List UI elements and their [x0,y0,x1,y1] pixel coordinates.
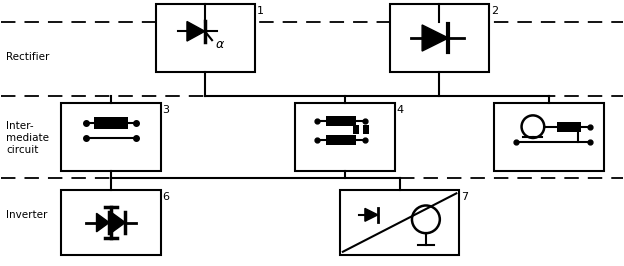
Bar [94,117,128,129]
Bar [340,190,459,255]
Bar [494,103,603,171]
Text: 2: 2 [491,6,499,16]
Bar [61,190,160,255]
Bar [295,103,394,171]
Text: 7: 7 [461,192,469,202]
Bar [156,4,255,72]
Text: Inverter: Inverter [6,210,48,220]
Polygon shape [365,208,378,221]
Polygon shape [187,22,205,41]
Text: α: α [215,38,223,51]
Text: 1: 1 [257,6,264,16]
Bar [353,125,359,134]
Text: 4: 4 [397,105,404,115]
Bar [61,103,160,171]
Text: Inter-
mediate
circuit: Inter- mediate circuit [6,121,49,155]
Text: 6: 6 [163,192,170,202]
Polygon shape [112,213,125,232]
Bar [326,116,356,126]
Text: 3: 3 [163,105,170,115]
Bar [326,135,356,145]
Bar [557,122,581,132]
Bar [363,125,369,134]
Bar [389,4,489,72]
Polygon shape [97,213,109,232]
Polygon shape [422,25,449,51]
Text: Rectifier: Rectifier [6,52,50,62]
